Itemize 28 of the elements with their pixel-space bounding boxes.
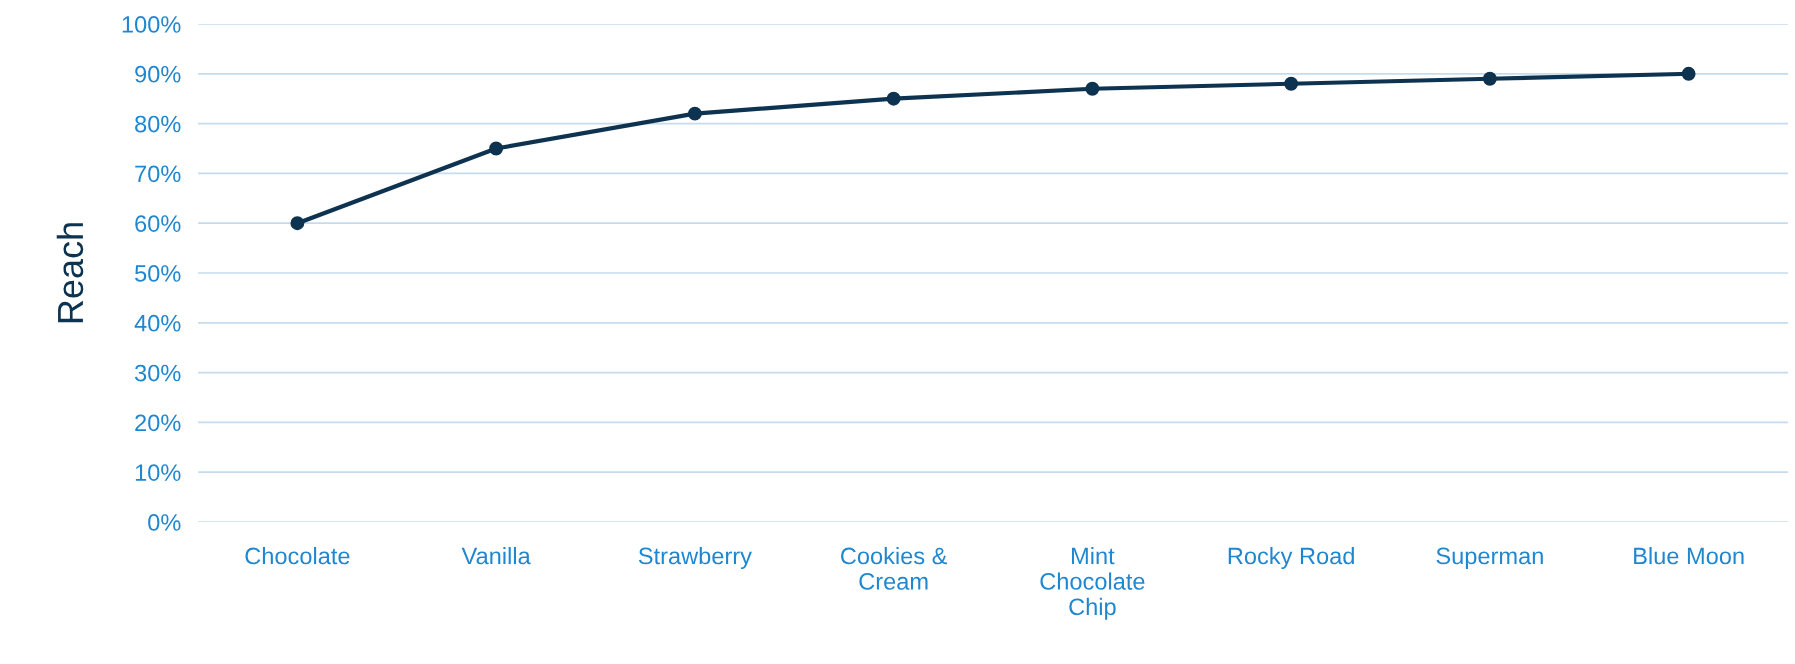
x-tick-label: Superman xyxy=(1436,547,1543,570)
y-tick-label: 70% xyxy=(135,165,181,183)
y-tick-label: 90% xyxy=(135,65,181,83)
x-tick-label: Blue Moon xyxy=(1634,547,1744,565)
point xyxy=(489,141,504,156)
y-tick-label: 100% xyxy=(122,16,181,33)
point xyxy=(1482,71,1497,86)
point xyxy=(1681,66,1696,81)
y-tick-label: 0% xyxy=(148,514,181,531)
x-tick-label: Cookies & Cream xyxy=(841,547,948,590)
y-tick-label: 30% xyxy=(134,364,181,382)
point xyxy=(1085,81,1100,96)
y-tick-label: 40% xyxy=(134,314,181,332)
x-tick-label: Vanilla xyxy=(461,547,531,565)
y-tick-label: 80% xyxy=(135,115,181,133)
y-tick-label: 60% xyxy=(135,215,181,232)
x-tick-label: Strawberry xyxy=(638,547,752,570)
y-tick-label: 10% xyxy=(135,464,181,481)
x-tick-label: Chocolate xyxy=(245,547,350,565)
point xyxy=(687,106,702,121)
y-tick-label: 20% xyxy=(135,414,181,432)
point xyxy=(290,216,305,231)
y-tick-label: 50% xyxy=(135,265,181,282)
y-axis-title: Reach xyxy=(56,223,84,323)
x-tick-label: Mint Chocolate Chip xyxy=(1040,547,1145,620)
point xyxy=(886,91,901,106)
point xyxy=(1284,76,1299,91)
x-tick-label: Rocky Road xyxy=(1228,547,1354,570)
